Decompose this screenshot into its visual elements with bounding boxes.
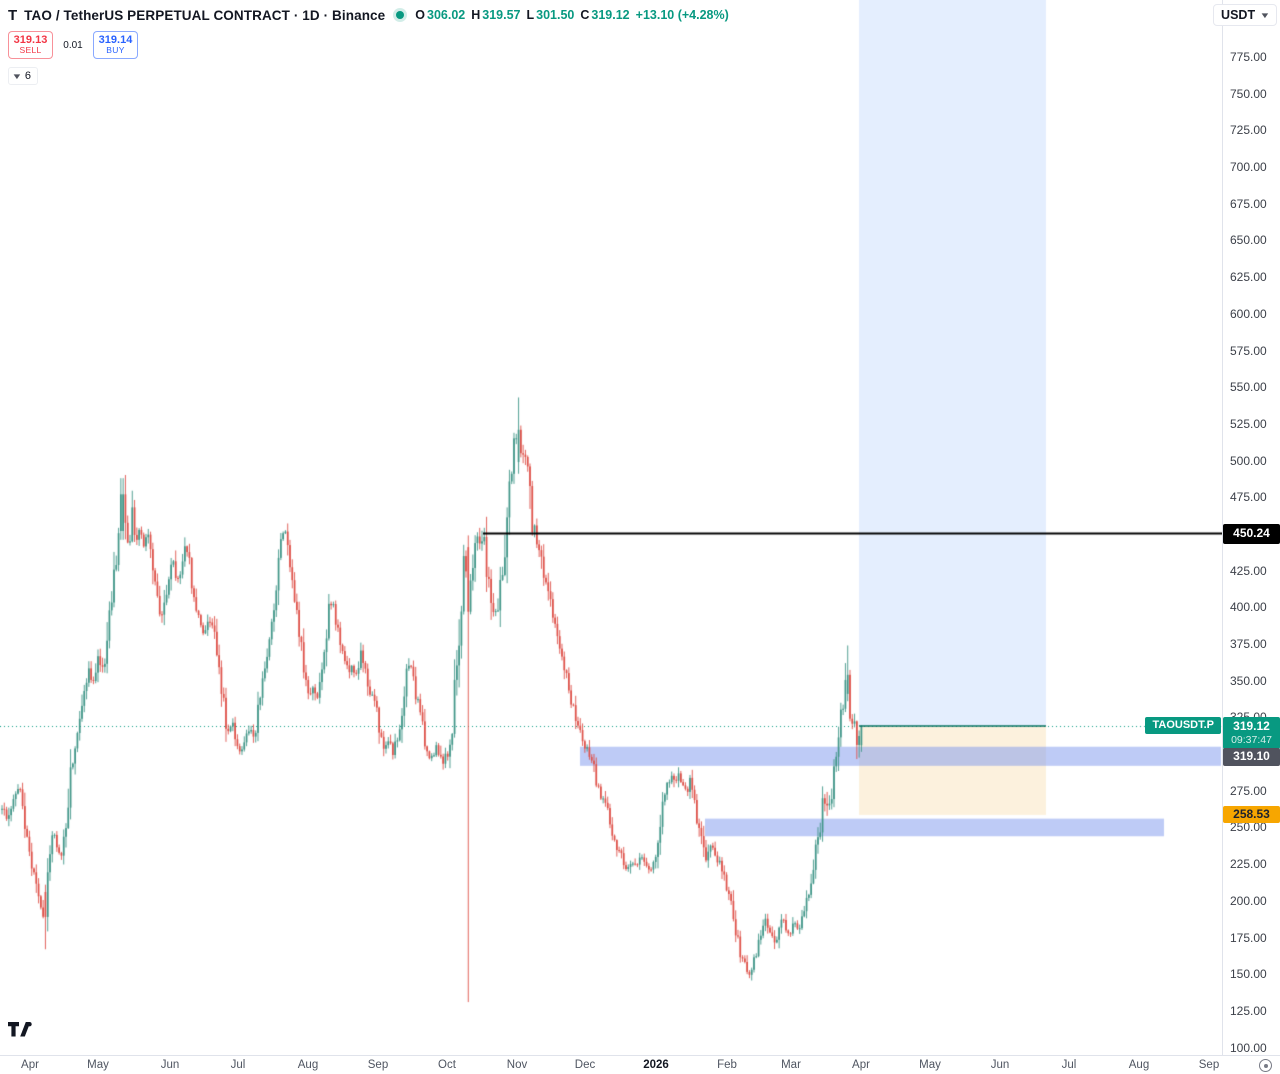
bar-close-countdown: 09:37:47 (1231, 734, 1272, 746)
alert-price-label: 319.10 (1223, 748, 1280, 766)
price-tick: 750.00 (1230, 86, 1267, 101)
candlestick-chart-canvas[interactable] (0, 0, 1222, 1055)
time-tick: Apr (21, 1059, 39, 1071)
price-tick: 125.00 (1230, 1003, 1267, 1018)
time-tick: Jul (1061, 1059, 1077, 1071)
price-tick: 625.00 (1230, 270, 1267, 285)
price-tick: 250.00 (1230, 820, 1267, 835)
drawings-count-dropdown[interactable]: ▼ 6 (8, 67, 39, 85)
go-to-realtime-icon[interactable] (1259, 1059, 1272, 1072)
time-tick: Aug (297, 1059, 319, 1071)
chart-pane: T TAO / TetherUS PERPETUAL CONTRACT · 1D… (0, 0, 1222, 1055)
sell-button[interactable]: 319.13 SELL (8, 31, 53, 59)
close-label: C (580, 8, 590, 22)
time-tick: Oct (438, 1059, 456, 1071)
price-tick: 350.00 (1230, 673, 1267, 688)
black-line-price-label: 450.24 (1223, 523, 1280, 544)
price-tick: 500.00 (1230, 453, 1267, 468)
ohlc-readout: O 306.02 H 319.57 L 301.50 C 319.12 +13.… (415, 8, 729, 22)
time-tick: Nov (506, 1059, 528, 1071)
price-tick: 150.00 (1230, 967, 1267, 982)
open-value: 306.02 (427, 8, 466, 22)
trade-panel: 319.13 SELL 0.01 319.14 BUY (8, 31, 729, 59)
last-price-label: 319.12 09:37:47 (1223, 717, 1280, 749)
buy-price: 319.14 (98, 33, 133, 46)
chart-legend: T TAO / TetherUS PERPETUAL CONTRACT · 1D… (8, 4, 729, 85)
currency-dropdown[interactable]: USDT ▼ (1213, 4, 1277, 26)
drawings-count: 6 (24, 70, 32, 82)
zone-price-label: 258.53 (1223, 805, 1280, 823)
high-value: 319.57 (482, 8, 521, 22)
time-tick: Apr (852, 1059, 870, 1071)
spread-value: 0.01 (63, 39, 83, 51)
time-tick: May (87, 1059, 109, 1071)
time-tick: 2026 (643, 1059, 669, 1071)
price-tick: 675.00 (1230, 196, 1267, 211)
time-tick: Mar (781, 1059, 801, 1071)
chevron-down-icon: ▼ (11, 71, 23, 81)
symbol-price-tag: TAOUSDT.P (1145, 717, 1221, 734)
price-tick: 475.00 (1230, 490, 1267, 505)
time-tick: Feb (717, 1059, 737, 1071)
price-tick: 600.00 (1230, 306, 1267, 321)
buy-button[interactable]: 319.14 BUY (93, 31, 138, 59)
change-value: +13.10 (+4.28%) (635, 8, 729, 22)
price-tick: 575.00 (1230, 343, 1267, 358)
high-label: H (471, 8, 481, 22)
symbol-row: T TAO / TetherUS PERPETUAL CONTRACT · 1D… (8, 4, 729, 26)
time-tick: Jun (990, 1059, 1010, 1071)
time-tick: Dec (574, 1059, 596, 1071)
close-value: 319.12 (591, 8, 630, 22)
buy-button-label: BUY (106, 45, 125, 56)
symbol-title[interactable]: TAO / TetherUS PERPETUAL CONTRACT · 1D ·… (24, 7, 386, 23)
time-tick: Jun (160, 1059, 180, 1071)
price-tick: 725.00 (1230, 123, 1267, 138)
price-tick: 425.00 (1230, 563, 1267, 578)
time-tick: Jul (230, 1059, 246, 1071)
price-tick: 700.00 (1230, 160, 1267, 175)
price-tick: 100.00 (1230, 1040, 1267, 1055)
sell-button-label: SELL (19, 45, 42, 56)
low-label: L (526, 8, 535, 22)
time-tick: Aug (1128, 1059, 1150, 1071)
price-tick: 400.00 (1230, 600, 1267, 615)
price-tick: 775.00 (1230, 50, 1267, 64)
price-tick: 200.00 (1230, 893, 1267, 908)
sell-price: 319.13 (13, 33, 48, 46)
currency-label: USDT (1221, 8, 1256, 22)
time-tick: Sep (367, 1059, 389, 1071)
chevron-down-icon: ▼ (1259, 10, 1271, 20)
price-tick: 550.00 (1230, 380, 1267, 395)
price-tick: 175.00 (1230, 930, 1267, 945)
time-tick: Sep (1198, 1059, 1220, 1071)
price-tick: 275.00 (1230, 783, 1267, 798)
open-label: O (415, 8, 425, 22)
time-axis[interactable]: Apr May Jun Jul Aug Sep Oct Nov Dec 2026 Feb Mar Apr… (0, 1055, 1280, 1074)
price-tick: 650.00 (1230, 233, 1267, 248)
price-axis[interactable]: USDT ▼ 775.00 750.00 725.00 700.00 675.00 650… (1213, 0, 1280, 1055)
tradingview-logo[interactable] (8, 1022, 34, 1037)
price-tick: 525.00 (1230, 416, 1267, 431)
market-status-dot-icon (396, 11, 405, 19)
low-value: 301.50 (536, 8, 575, 22)
tao-logo-icon: T (8, 6, 18, 24)
price-tick: 375.00 (1230, 637, 1267, 651)
price-tick: 225.00 (1230, 857, 1267, 872)
time-tick: May (919, 1059, 941, 1071)
